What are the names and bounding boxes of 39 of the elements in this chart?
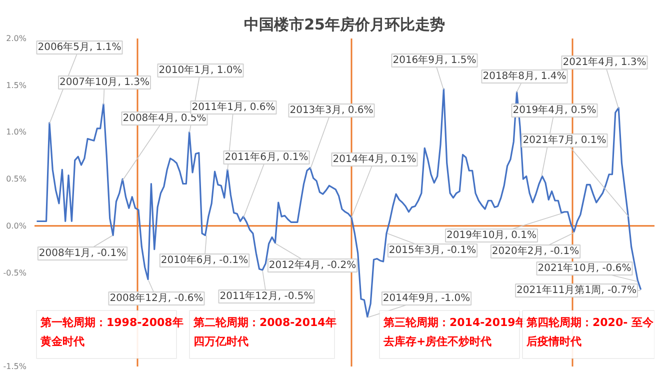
annotation: 2021年10月, -0.6% xyxy=(538,262,632,274)
annotation: 2010年6月, -0.1% xyxy=(160,254,248,266)
annotation: 2011年12月, -0.5% xyxy=(220,290,314,302)
annotation: 2011年1月, 0.6% xyxy=(192,101,276,113)
y-tick-label: 2.0% xyxy=(6,34,27,43)
annotation: 2012年4月, -0.2% xyxy=(268,259,356,271)
annotation: 第四轮周期：2020- 至今 xyxy=(526,316,655,329)
annotation: 2006年5月, 1.1% xyxy=(38,41,122,53)
annotation: 2015年3月, -0.1% xyxy=(388,244,476,256)
y-tick-label: 0.5% xyxy=(6,174,27,184)
annotation: 第三轮周期：2014-2019年 xyxy=(382,316,526,329)
annotation: 黄金时代 xyxy=(40,335,84,348)
annotation: 2021年7月, 0.1% xyxy=(522,134,606,146)
annotation: 后疫情时代 xyxy=(526,335,582,348)
annotation: 2008年1月, -0.1% xyxy=(38,247,126,259)
annotation: 2014年9月, -1.0% xyxy=(382,292,470,304)
annotation: 2020年2月, -0.1% xyxy=(492,245,580,257)
annotation: 2019年4月, 0.5% xyxy=(512,104,596,116)
y-tick-label: 1.5% xyxy=(6,80,27,90)
annotation: 2014年4月, 0.1% xyxy=(332,153,416,165)
annotation: 去库存+房住不炒时代 xyxy=(382,335,492,348)
annotation: 第一轮周期：1998-2008年 xyxy=(40,316,184,329)
annotation: 四万亿时代 xyxy=(194,335,248,348)
annotation: 第二轮周期：2008-2014年 xyxy=(192,316,336,329)
y-tick-label: 1.0% xyxy=(6,128,27,137)
annotation: 2019年10月, 0.1% xyxy=(446,229,536,241)
y-tick-label: 0.0% xyxy=(6,221,27,230)
annotation: 2008年12月, -0.6% xyxy=(110,292,204,304)
annotation: 2007年10月, 1.3% xyxy=(60,76,150,88)
annotation: 2010年1月, 1.0% xyxy=(158,64,242,76)
chart-title: 中国楼市25年房价月环比走势 xyxy=(244,16,445,34)
annotation: 2018年8月, 1.4% xyxy=(482,70,566,82)
y-tick-label: -1.5% xyxy=(3,362,27,371)
annotation: 2013年3月, 0.6% xyxy=(290,104,374,116)
annotation: 2011年6月, 0.1% xyxy=(224,151,308,163)
annotation: 2016年9月, 1.5% xyxy=(392,54,476,66)
annotation: 2021年4月, 1.3% xyxy=(562,56,646,68)
annotation: 2021年11月第1周, -0.7% xyxy=(516,284,636,296)
y-tick-label: -0.5% xyxy=(3,268,27,278)
